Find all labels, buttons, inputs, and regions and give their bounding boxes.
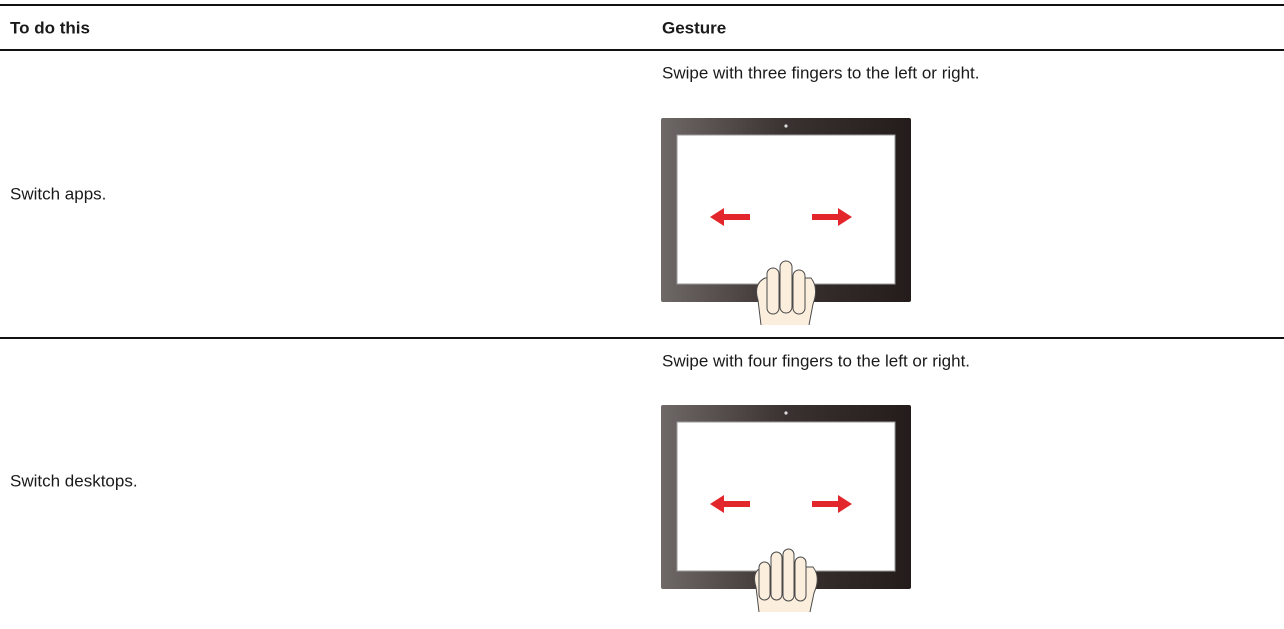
- gesture-cell: Swipe with four fingers to the left or r…: [662, 351, 970, 370]
- header-cell: Gesture: [662, 18, 726, 37]
- action-cell: Switch apps.: [10, 184, 106, 203]
- gesture-cell: Swipe with three fingers to the left or …: [662, 63, 980, 82]
- header-cell: To do this: [10, 18, 90, 37]
- action-cell: Switch desktops.: [10, 471, 138, 490]
- three-finger-illustration: [660, 117, 912, 326]
- four-finger-illustration: [660, 404, 912, 613]
